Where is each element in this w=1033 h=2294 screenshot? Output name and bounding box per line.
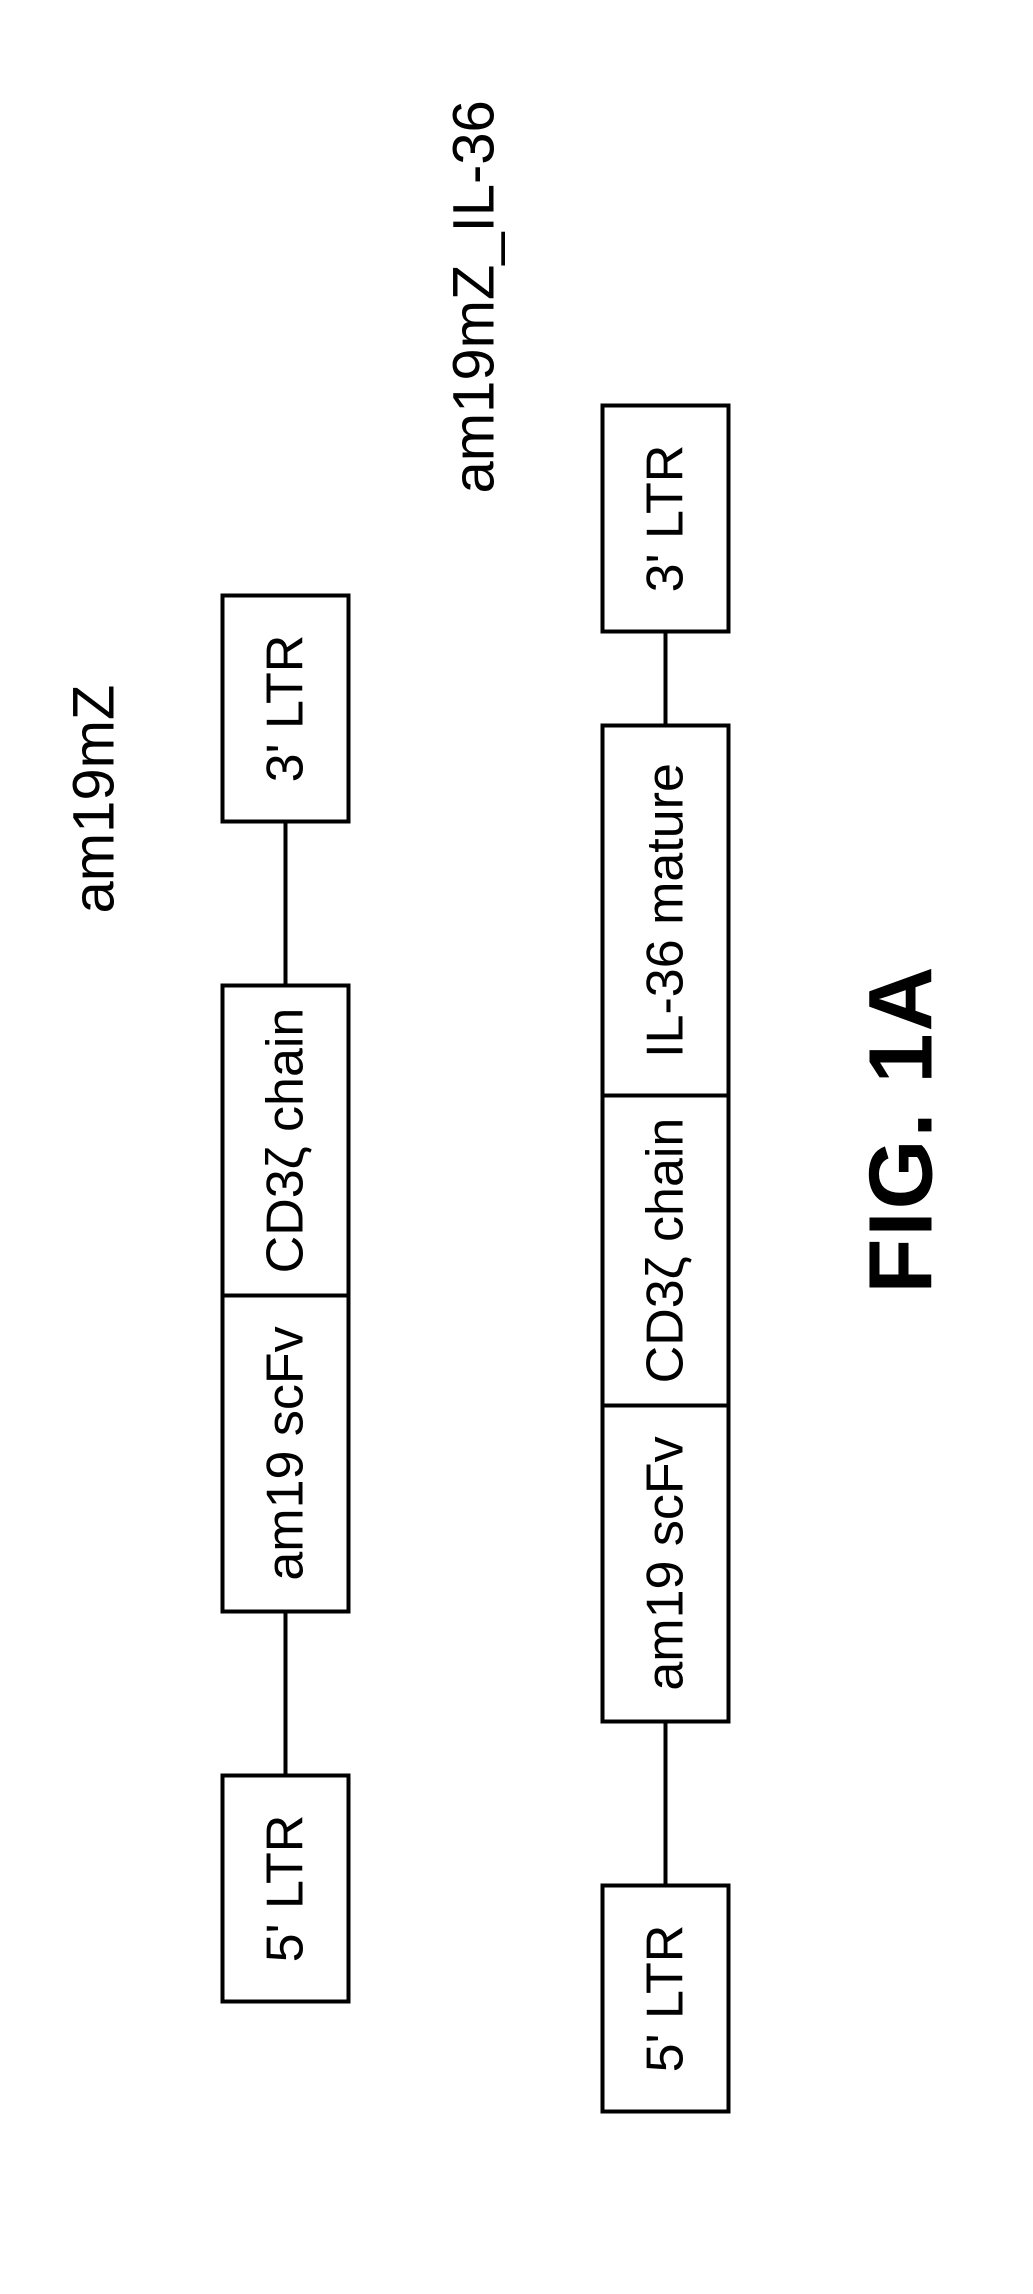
construct-label-1: am19mZ bbox=[61, 685, 128, 914]
diagram-container: am19mZ 5' LTR am19 scFv CD3ζ chain 3' LT… bbox=[1, 0, 1033, 2294]
construct-label-2: am19mZ_IL-36 bbox=[441, 100, 508, 493]
connector-c1-b bbox=[284, 824, 288, 984]
ltr3-box-c2: 3' LTR bbox=[601, 404, 731, 634]
ltr3-box-c1: 3' LTR bbox=[221, 594, 351, 824]
connector-c2-a bbox=[664, 1724, 668, 1884]
module-c2-m3-text: IL-36 mature bbox=[636, 763, 696, 1058]
module-group-c1: am19 scFv CD3ζ chain bbox=[221, 984, 351, 1614]
module-c1-m2-text: CD3ζ chain bbox=[256, 1008, 316, 1274]
module-c1-m1: am19 scFv bbox=[221, 1294, 351, 1614]
construct-row-2: 5' LTR am19 scFv CD3ζ chain IL-36 mature… bbox=[601, 404, 731, 2114]
module-c2-m2: CD3ζ chain bbox=[601, 1094, 731, 1404]
ltr3-text-c1: 3' LTR bbox=[256, 635, 316, 783]
connector-c2-b bbox=[664, 634, 668, 724]
ltr5-text-c2: 5' LTR bbox=[636, 1925, 696, 2073]
module-c2-m1-text: am19 scFv bbox=[636, 1436, 696, 1690]
module-c1-m2: CD3ζ chain bbox=[221, 984, 351, 1294]
module-c2-m2-text: CD3ζ chain bbox=[636, 1118, 696, 1384]
module-c1-m1-text: am19 scFv bbox=[256, 1326, 316, 1580]
connector-c1-a bbox=[284, 1614, 288, 1774]
construct-row-1: 5' LTR am19 scFv CD3ζ chain 3' LTR bbox=[221, 594, 351, 2004]
figure-label: FIG. 1A bbox=[851, 964, 954, 1293]
ltr5-box-c1: 5' LTR bbox=[221, 1774, 351, 2004]
module-c2-m1: am19 scFv bbox=[601, 1404, 731, 1724]
ltr5-box-c2: 5' LTR bbox=[601, 1884, 731, 2114]
module-c2-m3: IL-36 mature bbox=[601, 724, 731, 1094]
ltr3-text-c2: 3' LTR bbox=[636, 445, 696, 593]
module-group-c2: am19 scFv CD3ζ chain IL-36 mature bbox=[601, 724, 731, 1724]
ltr5-text-c1: 5' LTR bbox=[256, 1815, 316, 1963]
